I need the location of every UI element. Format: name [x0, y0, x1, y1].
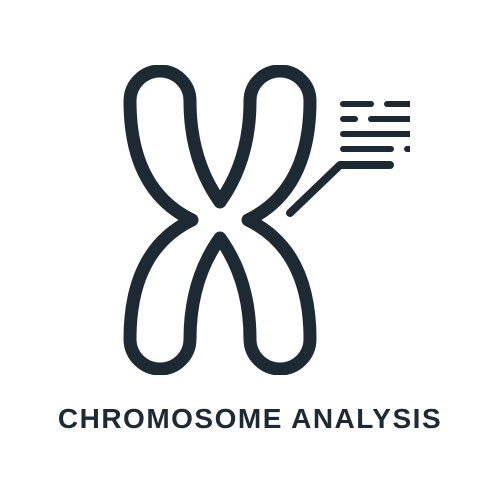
chromosome-icon	[90, 65, 410, 375]
chromosome-svg	[90, 65, 410, 375]
chromosome-analysis-figure: CHROMOSOME ANALYSIS	[58, 65, 442, 435]
figure-caption: CHROMOSOME ANALYSIS	[58, 403, 442, 435]
